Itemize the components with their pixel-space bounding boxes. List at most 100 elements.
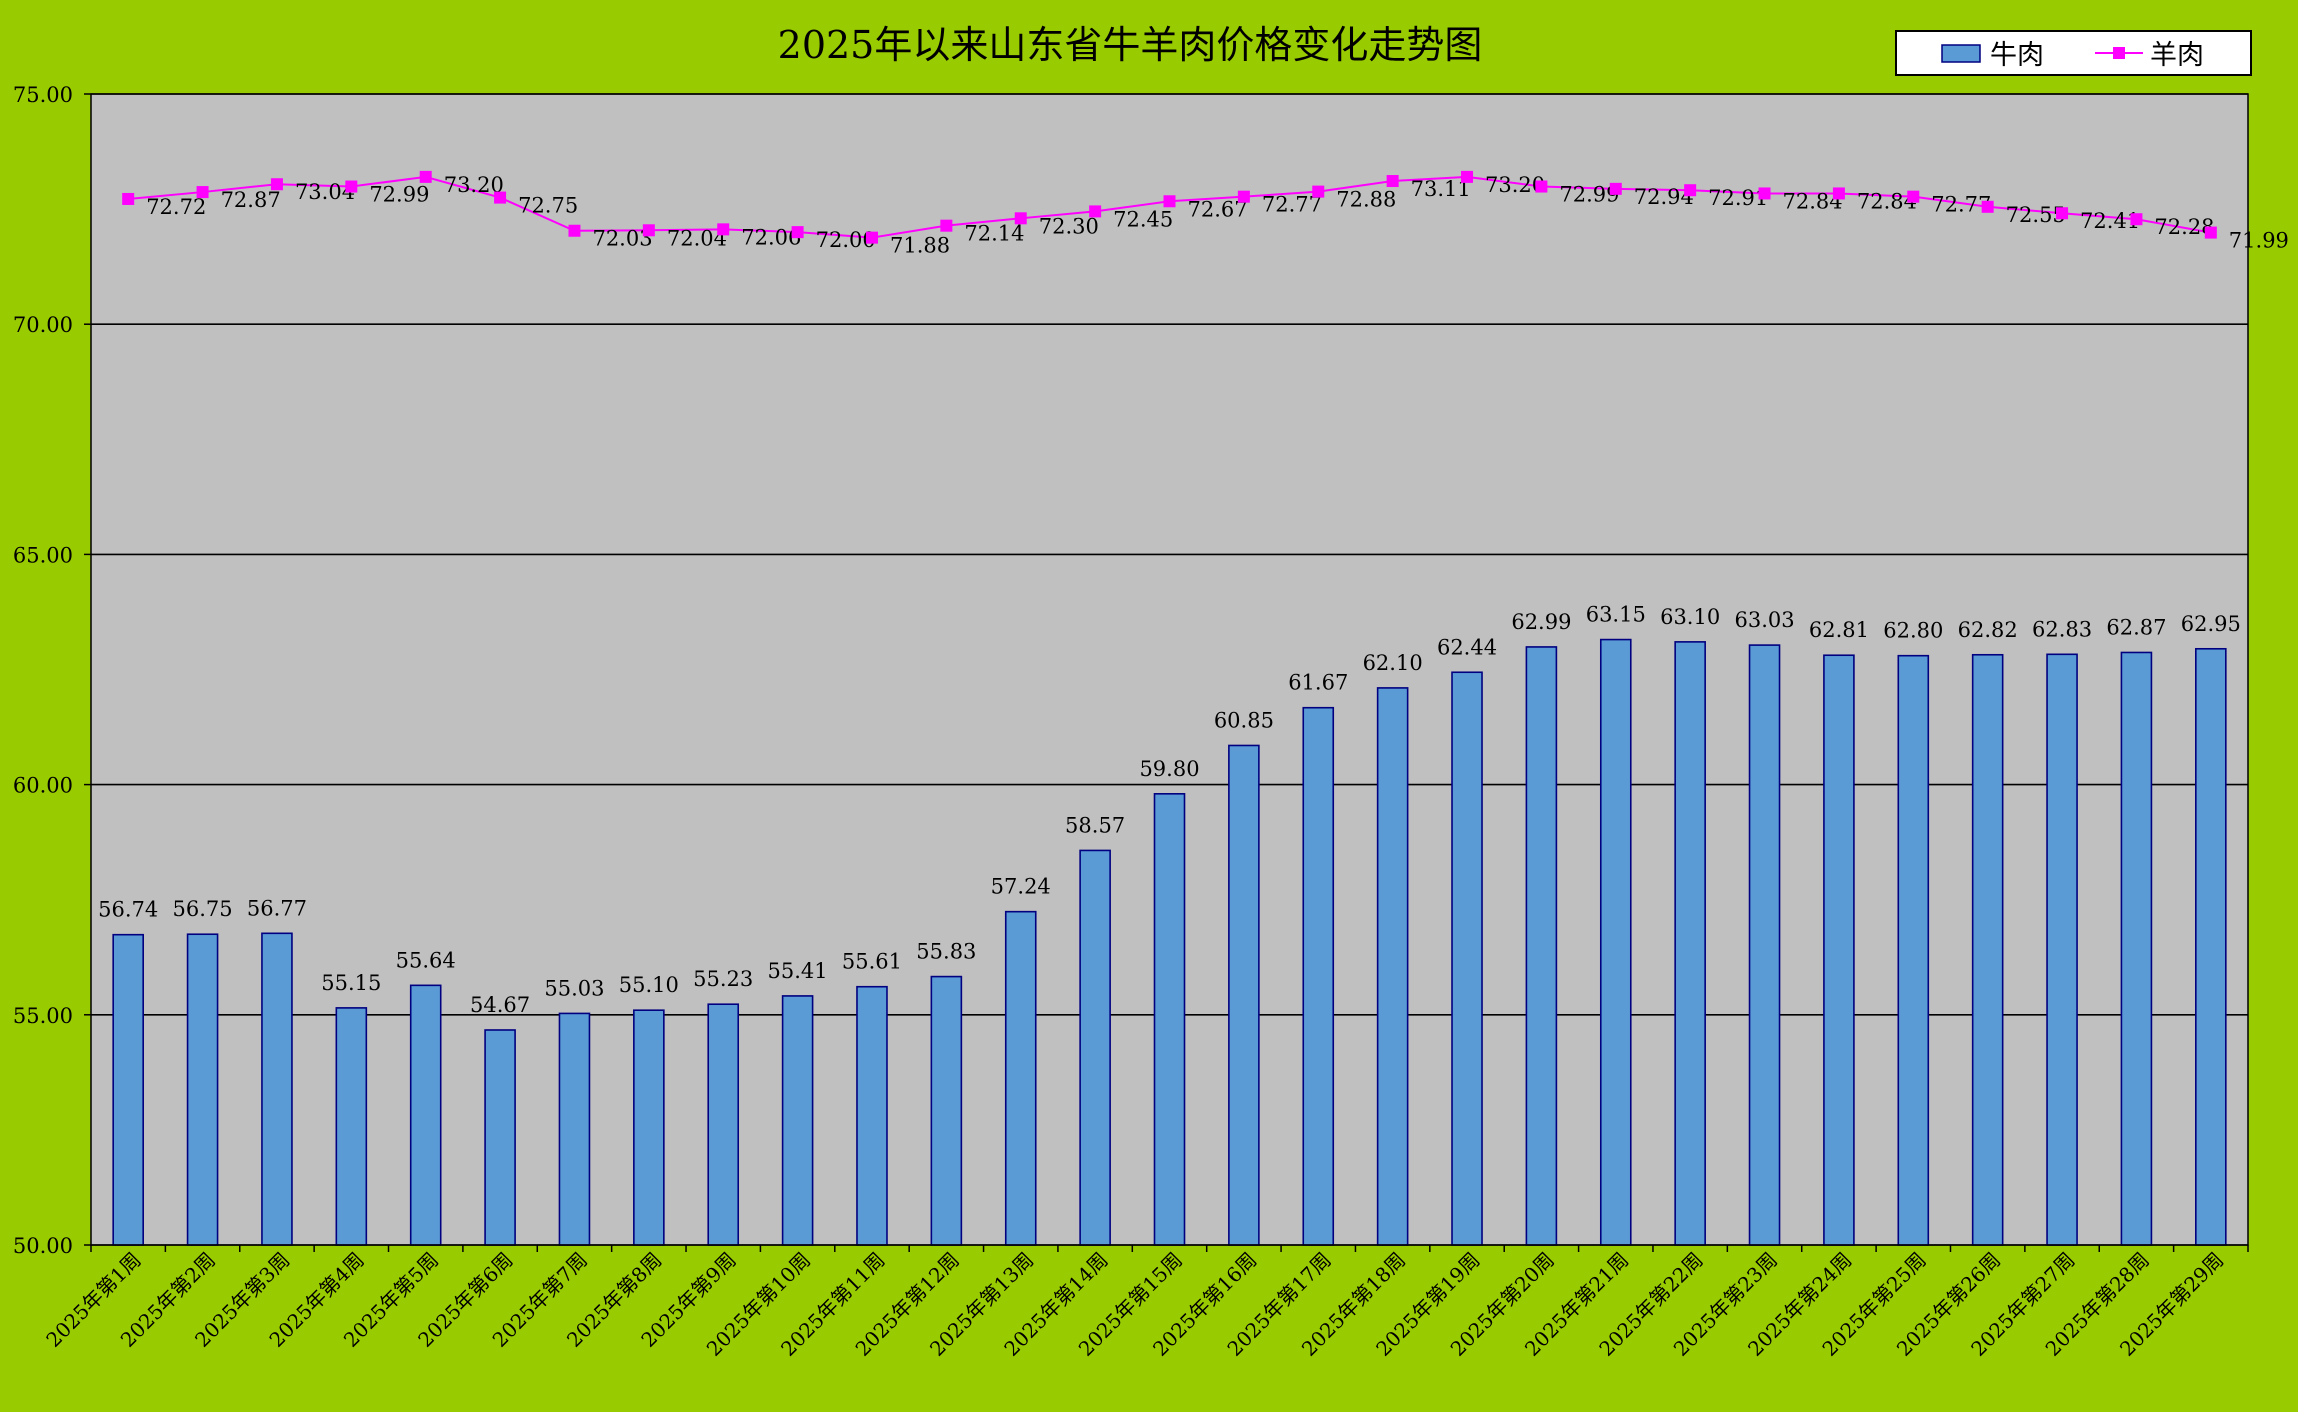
point-label-mutton: 72.87 [221, 188, 281, 212]
bar-beef [1823, 654, 1855, 1246]
point-mutton [1461, 170, 1474, 183]
plot-area: 50.00 55.00 60.00 65.00 70.00 75.00 56.74 56.75… [13, 83, 2289, 1361]
y-tick-label: 75.00 [13, 83, 73, 107]
bar-beef [1228, 744, 1260, 1246]
point-label-mutton: 73.20 [444, 173, 504, 197]
bar-beef [1674, 641, 1706, 1246]
point-label-mutton: 72.75 [518, 194, 578, 218]
bar-beef [484, 1029, 516, 1246]
bar-label-beef: 55.83 [916, 940, 976, 964]
bar-label-beef: 62.83 [2032, 617, 2092, 641]
bar-label-beef: 56.75 [173, 897, 233, 921]
point-mutton [345, 180, 358, 193]
bar-label-beef: 56.77 [247, 896, 307, 920]
point-mutton [1089, 205, 1102, 218]
point-label-mutton: 72.99 [369, 183, 429, 207]
bar-label-beef: 63.10 [1660, 605, 1720, 629]
legend-marker-mutton [2113, 47, 2125, 59]
legend-label-beef: 牛肉 [1990, 40, 2044, 71]
point-label-mutton: 73.04 [295, 180, 355, 204]
point-mutton [494, 191, 507, 204]
bar-label-beef: 55.10 [619, 973, 679, 997]
bar-label-beef: 55.64 [396, 948, 456, 972]
point-label-mutton: 73.20 [1485, 173, 1545, 197]
point-label-mutton: 72.99 [1559, 183, 1619, 207]
bar-label-beef: 55.23 [693, 967, 753, 991]
point-mutton [1312, 185, 1325, 198]
legend-label-mutton: 羊肉 [2150, 40, 2204, 71]
point-mutton [419, 170, 432, 183]
bar-beef [781, 995, 814, 1246]
bar-label-beef: 59.80 [1139, 757, 1199, 781]
bar-label-beef: 63.15 [1586, 603, 1646, 627]
bar-beef [335, 1007, 368, 1246]
bar-beef [1599, 638, 1632, 1246]
point-mutton [717, 223, 730, 236]
bar-beef [2120, 651, 2153, 1246]
bar-beef [856, 985, 888, 1246]
bar-label-beef: 56.74 [98, 898, 158, 922]
bar-label-beef: 57.24 [991, 875, 1051, 899]
bar-label-beef: 55.03 [544, 976, 604, 1000]
bar-label-beef: 60.85 [1214, 708, 1274, 732]
point-mutton [270, 178, 283, 191]
point-mutton [1609, 182, 1622, 195]
point-mutton [1014, 212, 1027, 225]
point-label-mutton: 72.67 [1188, 197, 1248, 221]
bar-label-beef: 55.41 [768, 959, 828, 983]
bar-beef [261, 932, 293, 1246]
point-mutton [642, 224, 655, 237]
bar-beef [1302, 706, 1335, 1246]
bar-beef [1004, 910, 1037, 1246]
bar-label-beef: 63.03 [1734, 608, 1794, 632]
point-mutton [1535, 180, 1548, 193]
point-label-mutton: 72.88 [1336, 188, 1396, 212]
point-mutton [2056, 207, 2069, 220]
bar-beef [1525, 646, 1558, 1246]
bar-beef [1451, 671, 1483, 1246]
point-mutton [865, 231, 878, 244]
y-tick-label: 50.00 [13, 1234, 73, 1258]
chart-title: 2025年以来山东省牛羊肉价格变化走势图 [778, 23, 1483, 67]
bar-label-beef: 62.44 [1437, 635, 1497, 659]
point-label-mutton: 71.88 [890, 234, 950, 258]
point-label-mutton: 72.94 [1634, 185, 1694, 209]
bar-label-beef: 62.82 [1958, 618, 2018, 642]
bar-beef [1748, 644, 1781, 1246]
point-mutton [568, 224, 581, 237]
plot-border [90, 93, 2249, 1246]
bar-beef [633, 1009, 665, 1246]
point-label-mutton: 72.72 [146, 195, 206, 219]
point-label-mutton: 72.28 [2154, 215, 2214, 239]
point-mutton [1684, 184, 1697, 197]
bar-label-beef: 62.80 [1883, 619, 1943, 643]
bar-label-beef: 55.61 [842, 950, 902, 974]
point-label-mutton: 72.91 [1708, 186, 1768, 210]
y-tick-label: 65.00 [13, 543, 73, 567]
point-label-mutton: 72.84 [1783, 189, 1843, 213]
point-label-mutton: 72.06 [741, 225, 801, 249]
bar-beef [558, 1012, 591, 1246]
point-label-mutton: 72.04 [667, 226, 727, 250]
point-label-mutton: 72.41 [2080, 209, 2140, 233]
point-label-mutton: 71.99 [2229, 229, 2289, 253]
point-label-mutton: 72.00 [816, 228, 876, 252]
point-mutton [1163, 195, 1176, 208]
bar-label-beef: 62.99 [1511, 610, 1571, 634]
point-mutton [1832, 187, 1845, 200]
bar-beef [186, 933, 219, 1246]
bar-beef [930, 975, 963, 1246]
point-label-mutton: 72.84 [1857, 189, 1917, 213]
bar-beef [2195, 647, 2227, 1246]
point-label-mutton: 72.14 [964, 222, 1024, 246]
legend-swatch-beef [1941, 44, 1981, 63]
point-mutton [791, 226, 804, 239]
bar-label-beef: 54.67 [470, 993, 530, 1017]
point-mutton [1237, 190, 1250, 203]
bar-beef [2046, 653, 2078, 1246]
point-mutton [1981, 200, 1994, 213]
point-label-mutton: 72.77 [1262, 193, 1322, 217]
bar-beef [112, 933, 144, 1246]
